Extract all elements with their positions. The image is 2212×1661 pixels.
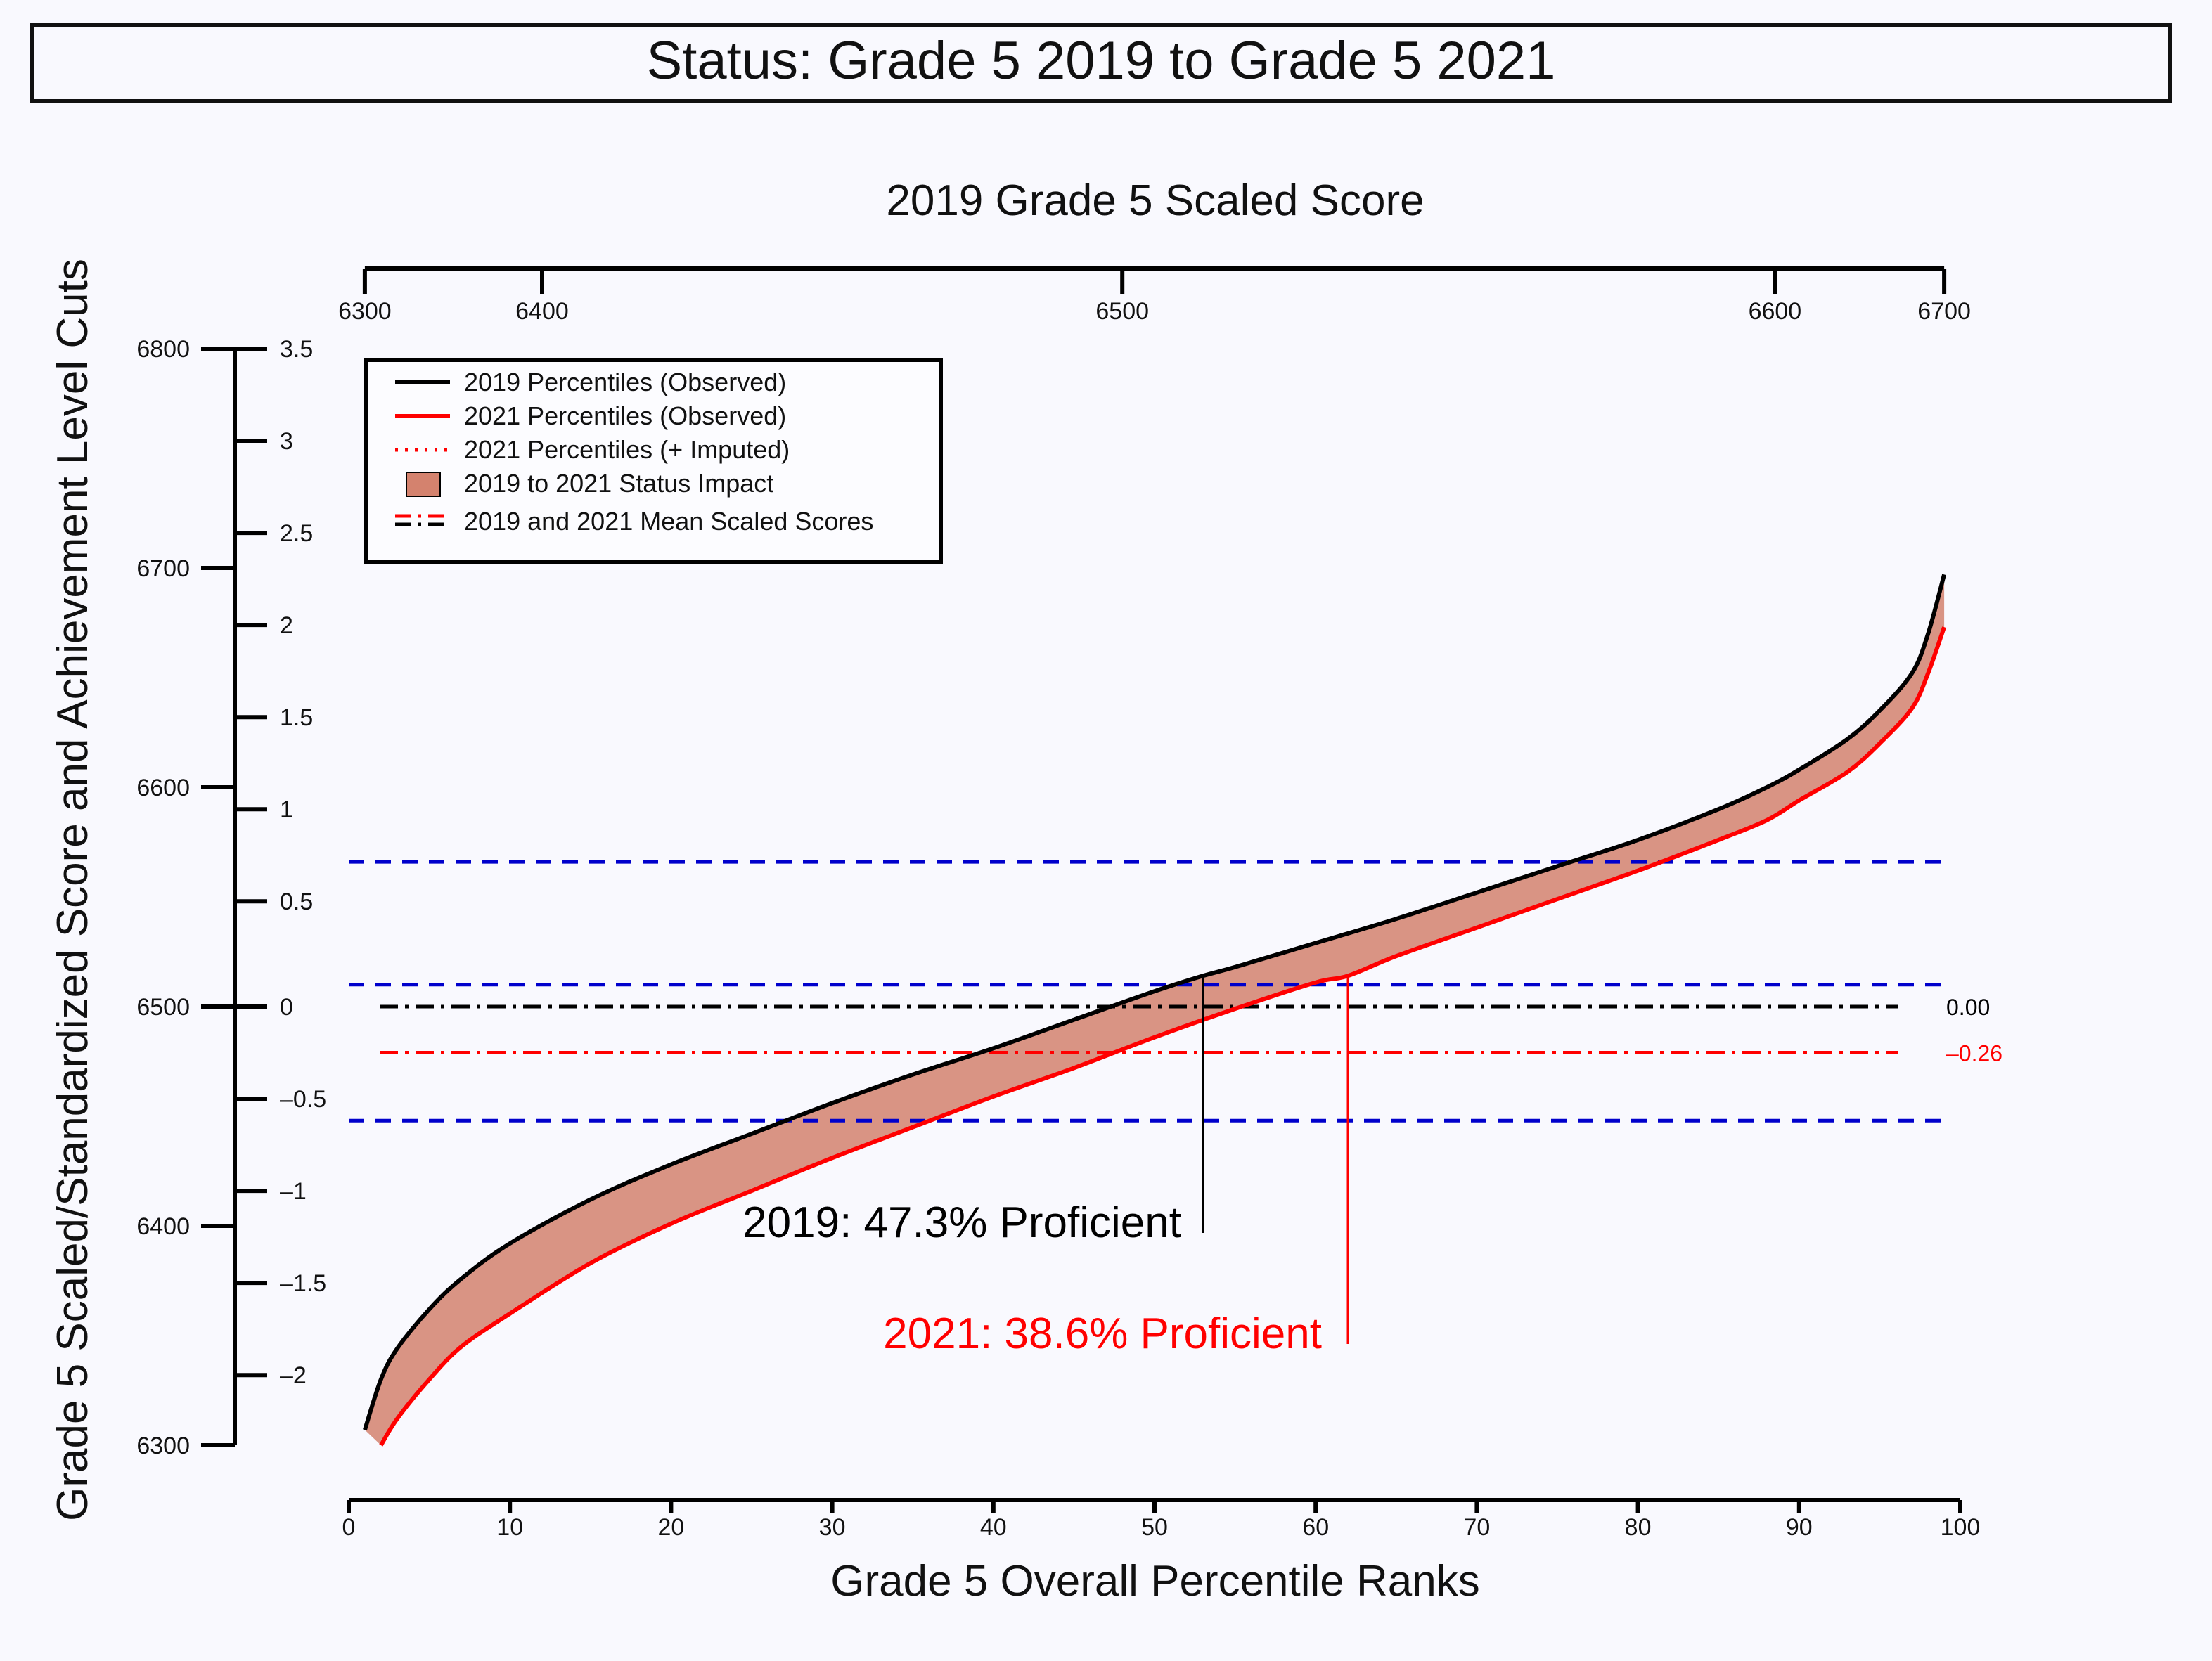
x-tick-label: 0 — [342, 1514, 356, 1541]
std-tick-label: 0.5 — [280, 888, 313, 915]
y-tick-label: 6400 — [136, 1213, 190, 1240]
std-tick-label: 0 — [280, 994, 293, 1021]
x-tick-label: 100 — [1941, 1514, 1981, 1541]
top-tick-label: 6500 — [1095, 298, 1149, 325]
left-axes: 6300 6400 6500 6600 6700 6800 3.5 3 2.5 2 1.5 1 0.5 0… — [136, 336, 326, 1459]
y-tick-label: 6800 — [136, 336, 190, 363]
std-tick-label: 2.5 — [280, 520, 313, 547]
series-lines — [363, 574, 1946, 1447]
legend-label: 2019 to 2021 Status Impact — [464, 469, 773, 498]
series-line — [363, 574, 1946, 1431]
bottom-axis: 0 10 20 30 40 50 60 70 80 90 100 — [342, 1498, 1981, 1541]
x-tick-label: 30 — [819, 1514, 846, 1541]
chart-title: Status: Grade 5 2019 to Grade 5 2021 — [647, 31, 1556, 91]
std-tick-label: 2 — [280, 612, 293, 639]
legend-label: 2021 Percentiles (+ Imputed) — [464, 435, 790, 464]
x-tick-label: 70 — [1463, 1514, 1490, 1541]
top-axis-title: 2019 Grade 5 Scaled Score — [886, 176, 1424, 225]
legend-label: 2021 Percentiles (Observed) — [464, 401, 786, 430]
series-line — [379, 626, 1946, 1447]
y-tick-label: 6300 — [136, 1433, 190, 1459]
std-tick-label: –0.5 — [280, 1086, 326, 1113]
std-tick-label: 1.5 — [280, 704, 313, 731]
impact-area — [364, 574, 1945, 1445]
x-tick-label: 50 — [1141, 1514, 1168, 1541]
x-tick-label: 90 — [1786, 1514, 1813, 1541]
y-axis-title: Grade 5 Scaled/Standardized Score and Ac… — [49, 259, 97, 1521]
top-tick-label: 6700 — [1917, 298, 1971, 325]
top-tick-label: 6600 — [1749, 298, 1802, 325]
y-tick-label: 6500 — [136, 994, 190, 1021]
impact-band — [364, 574, 1945, 1445]
x-tick-label: 10 — [496, 1514, 523, 1541]
proficiency-label: 2021: 38.6% Proficient — [883, 1310, 1322, 1358]
y-tick-label: 6700 — [136, 555, 190, 582]
top-tick-label: 6300 — [338, 298, 392, 325]
top-axis: 6300 6400 6500 6600 6700 — [338, 266, 1971, 325]
x-tick-label: 20 — [657, 1514, 684, 1541]
mean-label: 0.00 — [1946, 995, 1990, 1020]
std-tick-label: –1 — [280, 1178, 307, 1205]
top-tick-label: 6400 — [515, 298, 569, 325]
std-tick-label: 3.5 — [280, 336, 313, 363]
mean-lines: 0.00 –0.26 — [380, 995, 2002, 1066]
legend: 2019 Percentiles (Observed) 2021 Percenti… — [364, 358, 943, 564]
legend-box — [364, 358, 943, 564]
legend-swatch — [406, 472, 441, 497]
x-axis-title: Grade 5 Overall Percentile Ranks — [830, 1557, 1480, 1605]
std-tick-label: –2 — [280, 1362, 307, 1389]
legend-label: 2019 and 2021 Mean Scaled Scores — [464, 507, 873, 536]
std-tick-label: 3 — [280, 428, 293, 455]
x-tick-label: 80 — [1625, 1514, 1652, 1541]
y-tick-label: 6600 — [136, 775, 190, 801]
mean-label: –0.26 — [1946, 1041, 2002, 1066]
title-box — [30, 23, 2172, 103]
x-tick-label: 40 — [980, 1514, 1007, 1541]
std-tick-label: –1.5 — [280, 1270, 326, 1297]
x-tick-label: 60 — [1302, 1514, 1329, 1541]
std-tick-label: 1 — [280, 796, 293, 823]
proficiency-label: 2019: 47.3% Proficient — [742, 1198, 1181, 1247]
legend-label: 2019 Percentiles (Observed) — [464, 368, 786, 396]
proficiency-markers: 2019: 47.3% Proficient 2021: 38.6% Profic… — [742, 976, 1349, 1358]
